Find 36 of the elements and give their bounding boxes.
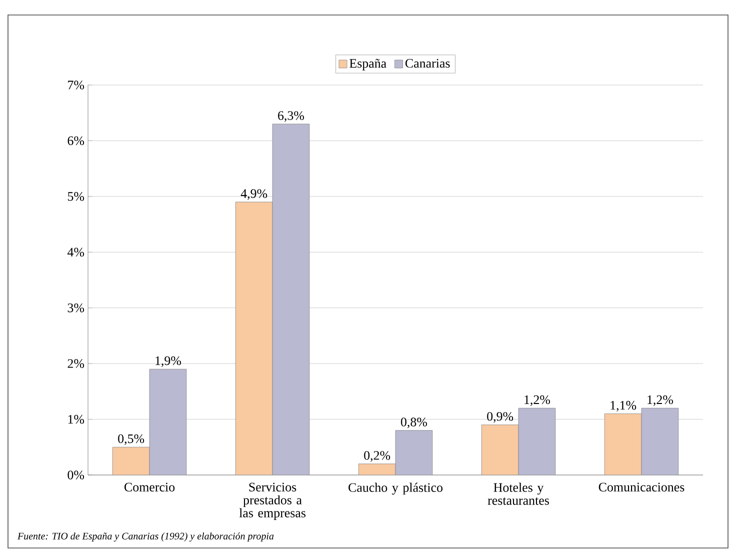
x-tick-label: Comunicaciones bbox=[598, 482, 684, 492]
y-tick-label: 6% bbox=[68, 136, 84, 146]
bar bbox=[149, 368, 187, 475]
y-tick-label: 4% bbox=[67, 248, 84, 257]
y-tick-label: 7% bbox=[68, 80, 84, 90]
data-label: 1,2% bbox=[524, 395, 550, 406]
bar bbox=[604, 414, 642, 475]
y-tick-label: 3% bbox=[68, 303, 84, 312]
bar bbox=[272, 124, 310, 475]
y-tick-label: 2% bbox=[68, 359, 84, 368]
bar bbox=[481, 424, 519, 475]
data-label: 0,8% bbox=[400, 418, 427, 428]
data-label: 6,3% bbox=[278, 111, 304, 122]
x-tick-label: Caucho y plástico bbox=[348, 482, 442, 495]
y-tick-label: 1% bbox=[68, 414, 84, 424]
source-note: Fuente: TIO de España y Canarias (1992) y elaboración propia bbox=[17, 532, 274, 542]
bar bbox=[641, 408, 679, 475]
x-tick-label: Hoteles y restaurantes bbox=[488, 482, 549, 505]
legend-label: Canarias bbox=[405, 58, 450, 68]
data-label: 1,2% bbox=[648, 395, 673, 406]
data-label: 1,9% bbox=[156, 356, 181, 367]
data-label: 0,5% bbox=[118, 434, 144, 445]
data-label: 4,9% bbox=[240, 189, 268, 200]
data-label: 0,9% bbox=[487, 412, 514, 423]
bar bbox=[235, 202, 273, 475]
x-tick-label: Comercio bbox=[124, 482, 175, 492]
bar bbox=[112, 446, 150, 475]
y-tick-label: 0% bbox=[68, 470, 84, 480]
bar bbox=[358, 464, 396, 475]
bar bbox=[395, 430, 433, 475]
y-tick-label: 5% bbox=[68, 192, 84, 201]
data-label: 1,1% bbox=[610, 400, 636, 412]
x-tick-label: Servicios prestados a las empresas bbox=[239, 482, 306, 520]
data-label: 0,2% bbox=[364, 451, 390, 462]
bar bbox=[518, 408, 556, 475]
legend-label: España bbox=[350, 58, 386, 70]
